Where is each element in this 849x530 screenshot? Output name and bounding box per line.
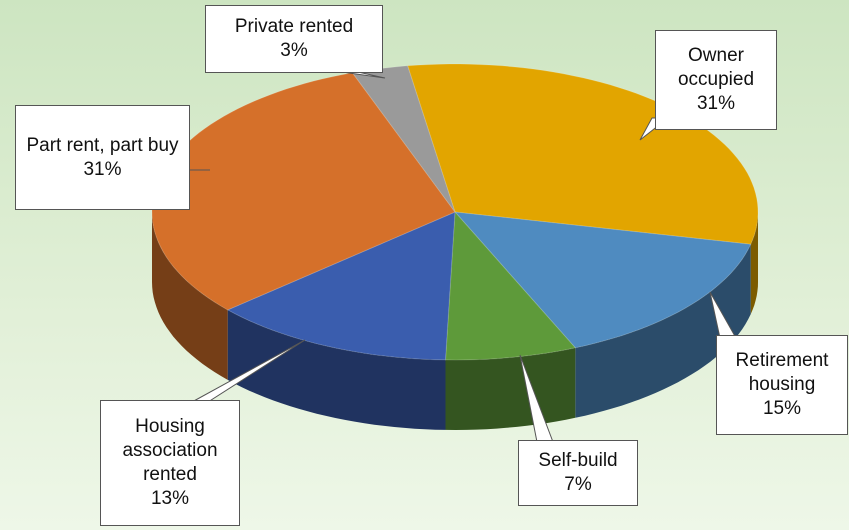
pie-side — [750, 212, 758, 315]
label-value: 31% — [696, 93, 736, 114]
pie-side — [227, 309, 446, 430]
label-name: Self-build — [538, 450, 618, 471]
data-label: Private rented 3% — [205, 5, 383, 73]
label-name: Housing association rented — [122, 416, 218, 485]
data-label: Housing association rented 13% — [100, 400, 240, 526]
data-label: Retirement housing 15% — [716, 335, 848, 435]
label-value: 13% — [150, 488, 190, 509]
label-value: 3% — [280, 40, 308, 61]
label-value: 7% — [564, 474, 592, 495]
data-label: Part rent, part buy 31% — [15, 105, 190, 210]
pie-side — [445, 347, 576, 430]
label-name: Private rented — [234, 16, 354, 37]
pie-slice — [453, 211, 752, 349]
data-label: Self-build 7% — [518, 440, 638, 506]
label-value: 31% — [83, 158, 122, 180]
pie-side — [575, 244, 751, 418]
data-label: Owner occupied 31% — [655, 30, 777, 130]
pie-side — [152, 212, 228, 380]
label-value: 15% — [762, 398, 802, 419]
label-name: Retirement housing — [735, 350, 829, 395]
pie-slice — [226, 211, 456, 361]
label-name: Owner occupied — [677, 45, 755, 90]
label-name: Part rent, part buy — [26, 134, 179, 156]
pie-slice — [444, 210, 577, 361]
